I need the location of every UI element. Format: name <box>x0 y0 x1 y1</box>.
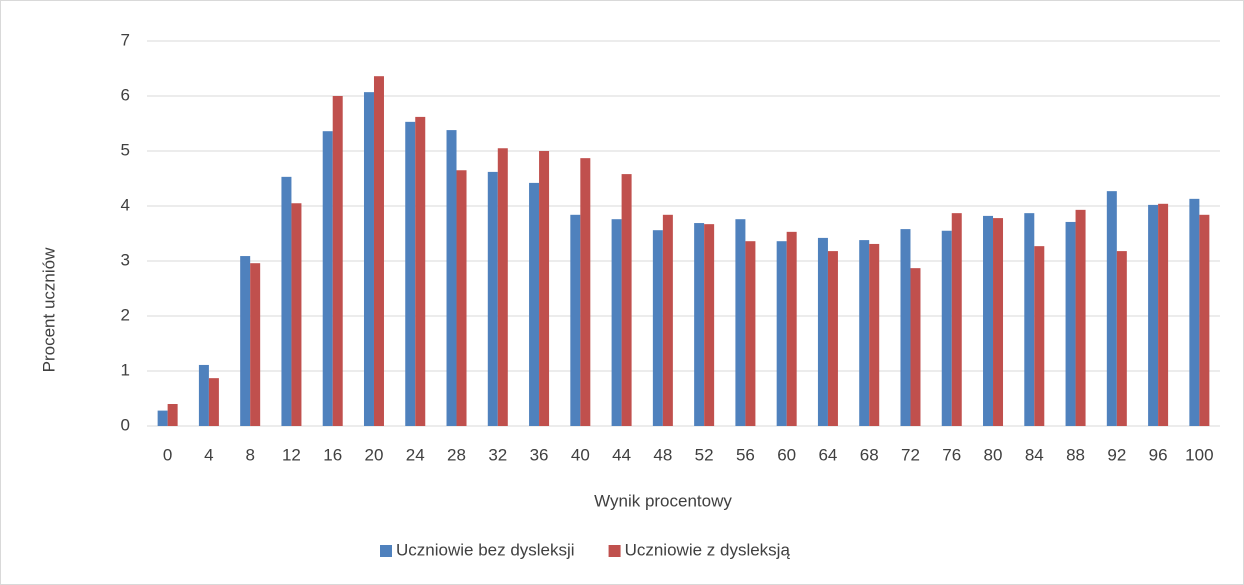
bar <box>786 231 797 426</box>
bar <box>776 241 787 426</box>
bar <box>208 378 219 426</box>
bar <box>1075 209 1086 426</box>
x-tick-label: 60 <box>777 445 796 464</box>
x-tick-label: 0 <box>163 445 172 464</box>
bar <box>827 251 838 426</box>
bar <box>529 182 540 426</box>
bar <box>1199 214 1210 426</box>
y-tick-label: 0 <box>121 415 130 434</box>
x-tick-label: 88 <box>1066 445 1085 464</box>
bar <box>240 256 251 426</box>
bar <box>910 268 921 426</box>
bar <box>1189 198 1200 426</box>
bar <box>1065 221 1076 426</box>
y-tick-label: 4 <box>121 195 130 214</box>
bar <box>1148 204 1159 426</box>
x-tick-label: 52 <box>695 445 714 464</box>
bar <box>1034 246 1045 426</box>
legend-swatch <box>380 545 392 557</box>
bar <box>704 224 715 426</box>
bar <box>652 230 663 426</box>
bar <box>363 92 374 427</box>
bar <box>281 176 292 426</box>
bar <box>941 230 952 426</box>
bar <box>1024 213 1035 426</box>
bar <box>1158 203 1169 426</box>
x-tick-label: 28 <box>447 445 466 464</box>
y-tick-label: 5 <box>121 140 130 159</box>
x-tick-label: 20 <box>365 445 384 464</box>
bar <box>415 116 426 427</box>
bar <box>322 131 333 426</box>
bar <box>993 218 1004 426</box>
bar <box>869 243 880 426</box>
x-tick-label: 4 <box>204 445 213 464</box>
x-tick-label: 16 <box>323 445 342 464</box>
y-tick-label: 2 <box>121 305 130 324</box>
bar <box>198 364 209 426</box>
bar <box>332 96 343 426</box>
bar <box>446 130 457 426</box>
bar <box>859 240 870 426</box>
x-tick-label: 56 <box>736 445 755 464</box>
y-tick-label: 7 <box>121 30 130 49</box>
y-tick-label: 1 <box>121 360 130 379</box>
bar <box>694 223 705 426</box>
bar <box>157 410 168 426</box>
bar <box>291 203 302 426</box>
x-tick-label: 44 <box>612 445 631 464</box>
x-tick-label: 36 <box>530 445 549 464</box>
legend-label: Uczniowie bez dysleksji <box>396 540 575 559</box>
x-axis-title: Wynik procentowy <box>594 491 732 510</box>
x-tick-label: 92 <box>1107 445 1126 464</box>
bar <box>951 213 962 426</box>
y-tick-label: 3 <box>121 250 130 269</box>
bar <box>662 214 673 426</box>
x-tick-label: 68 <box>860 445 879 464</box>
bar <box>745 241 756 426</box>
y-axis-title: Procent uczniów <box>39 247 58 372</box>
bar <box>570 214 581 426</box>
bar <box>611 219 622 426</box>
x-tick-label: 12 <box>282 445 301 464</box>
y-tick-label: 6 <box>121 85 130 104</box>
bar <box>1106 191 1117 426</box>
bar <box>900 229 911 426</box>
x-tick-label: 8 <box>245 445 254 464</box>
bar <box>497 148 508 426</box>
x-tick-label: 100 <box>1185 445 1213 464</box>
x-tick-label: 84 <box>1025 445 1044 464</box>
bar <box>539 151 550 426</box>
x-tick-label: 80 <box>984 445 1003 464</box>
bar <box>735 219 746 426</box>
legend-swatch <box>608 545 621 557</box>
bar <box>817 237 828 426</box>
x-tick-label: 24 <box>406 445 425 464</box>
bar <box>250 263 261 426</box>
x-tick-label: 40 <box>571 445 590 464</box>
bar <box>1116 251 1127 426</box>
bar <box>487 171 498 426</box>
bar <box>373 76 384 426</box>
bar <box>983 215 994 426</box>
legend-label: Uczniowie z dysleksją <box>625 540 791 559</box>
bar <box>456 170 467 426</box>
x-tick-label: 48 <box>653 445 672 464</box>
bar <box>621 174 632 426</box>
x-tick-label: 64 <box>818 445 837 464</box>
x-tick-label: 96 <box>1149 445 1168 464</box>
x-tick-label: 72 <box>901 445 920 464</box>
x-tick-label: 76 <box>942 445 961 464</box>
bar <box>167 404 178 426</box>
bar <box>580 158 591 426</box>
bar <box>405 121 416 426</box>
x-tick-label: 32 <box>488 445 507 464</box>
